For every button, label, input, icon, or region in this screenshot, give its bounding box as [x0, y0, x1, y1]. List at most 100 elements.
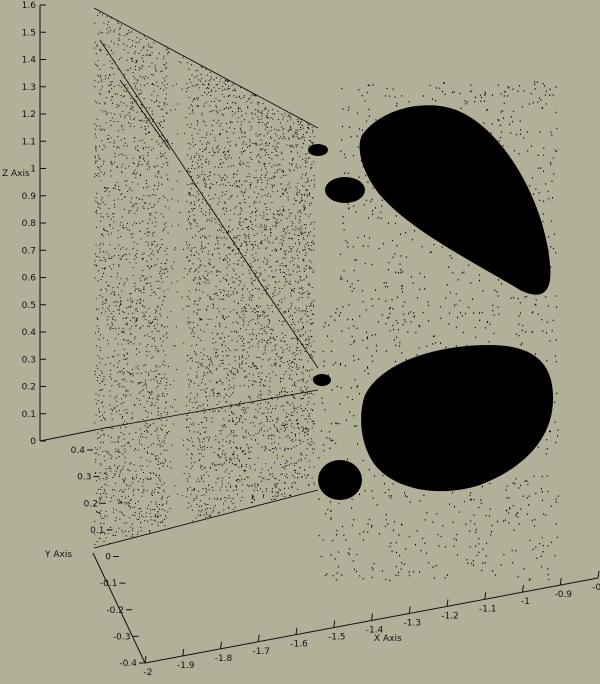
data-point	[313, 484, 315, 486]
data-point	[190, 104, 192, 106]
data-point	[274, 486, 276, 488]
data-point	[264, 239, 266, 241]
data-point	[296, 134, 298, 135]
data-point	[95, 365, 97, 367]
data-point	[273, 276, 275, 278]
data-point	[165, 112, 167, 114]
data-point	[163, 377, 165, 379]
data-point	[286, 348, 288, 350]
data-point	[102, 276, 103, 277]
data-point	[217, 151, 219, 153]
data-point	[110, 66, 112, 68]
data-point	[360, 160, 362, 162]
data-point	[305, 339, 306, 341]
data-point	[127, 229, 129, 231]
data-point	[223, 295, 225, 297]
data-point	[270, 232, 272, 234]
data-point	[129, 262, 131, 263]
data-point	[238, 249, 240, 251]
data-point	[508, 497, 510, 499]
data-point	[138, 164, 140, 166]
data-point	[259, 144, 261, 146]
data-point	[299, 220, 301, 222]
data-point	[296, 366, 298, 368]
data-point	[133, 222, 135, 224]
data-point	[161, 166, 163, 168]
data-point	[282, 387, 283, 389]
data-point	[191, 441, 193, 443]
data-point	[119, 224, 121, 226]
data-point	[161, 441, 163, 443]
data-point	[113, 199, 115, 201]
data-point	[293, 481, 295, 483]
data-point	[149, 315, 151, 317]
data-point	[216, 381, 218, 383]
data-point	[230, 394, 232, 396]
data-point	[158, 418, 160, 420]
data-point	[186, 489, 188, 491]
data-point	[313, 442, 315, 444]
data-point	[109, 395, 111, 397]
data-point	[225, 191, 227, 193]
data-point	[114, 248, 116, 249]
data-point	[276, 429, 278, 431]
data-point	[204, 179, 206, 181]
data-point	[212, 411, 214, 413]
data-point	[218, 247, 220, 249]
data-point	[132, 478, 133, 480]
data-point	[282, 377, 284, 379]
data-point	[247, 98, 249, 100]
data-point	[383, 393, 385, 396]
data-point	[156, 141, 158, 143]
data-point	[390, 123, 392, 125]
data-point	[209, 186, 211, 188]
data-point	[260, 403, 262, 405]
data-point	[191, 110, 193, 112]
data-point	[142, 481, 144, 483]
data-point	[283, 409, 284, 411]
data-point	[288, 350, 290, 352]
data-point	[163, 102, 165, 104]
data-point	[205, 211, 207, 213]
data-point	[209, 171, 211, 173]
data-point	[280, 378, 282, 380]
data-point	[125, 155, 127, 157]
data-point	[166, 253, 168, 255]
data-point	[143, 407, 145, 408]
data-point	[94, 128, 96, 130]
data-point	[125, 184, 127, 186]
data-point	[301, 233, 303, 235]
data-point	[108, 343, 109, 345]
data-point	[141, 64, 143, 66]
data-point	[187, 321, 189, 323]
data-point	[216, 77, 217, 79]
data-point	[165, 226, 167, 228]
data-point	[203, 177, 205, 179]
data-point	[110, 363, 112, 365]
data-point	[193, 445, 195, 447]
data-point	[307, 393, 308, 395]
data-point	[335, 312, 337, 314]
data-point	[154, 175, 156, 177]
data-point	[164, 272, 165, 274]
data-point	[233, 453, 235, 455]
data-point	[300, 232, 302, 234]
data-point	[229, 231, 231, 233]
data-point	[265, 447, 267, 449]
data-point	[304, 208, 306, 210]
data-point	[307, 415, 309, 417]
data-point	[117, 499, 119, 501]
data-point	[118, 333, 120, 335]
data-point	[291, 482, 293, 484]
data-point	[155, 475, 157, 477]
data-point	[129, 463, 131, 465]
data-point	[291, 248, 293, 250]
data-point	[131, 181, 133, 183]
data-point	[298, 257, 299, 259]
data-point	[109, 26, 110, 28]
data-point	[113, 161, 115, 163]
data-point	[130, 394, 132, 396]
data-point	[99, 125, 101, 127]
